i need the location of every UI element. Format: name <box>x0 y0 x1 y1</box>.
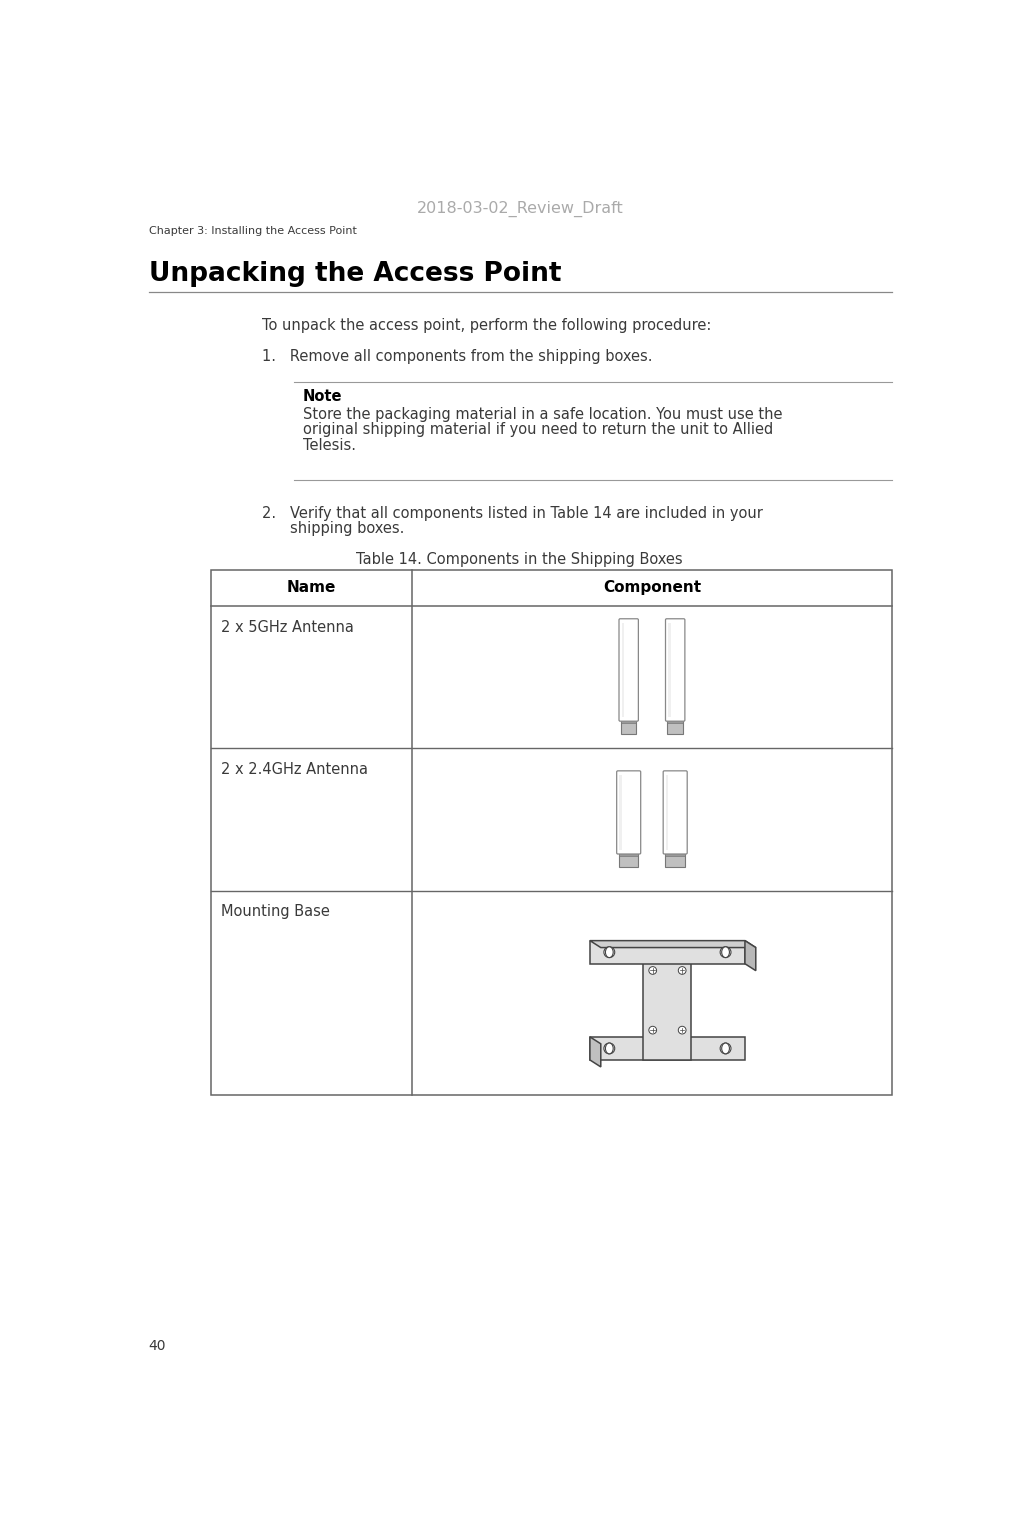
Bar <box>621 720 636 723</box>
Text: 2 x 5GHz Antenna: 2 x 5GHz Antenna <box>221 620 354 634</box>
Text: Unpacking the Access Point: Unpacking the Access Point <box>148 260 561 286</box>
Text: 2 x 2.4GHz Antenna: 2 x 2.4GHz Antenna <box>221 762 368 778</box>
Ellipse shape <box>605 946 613 957</box>
Text: Note: Note <box>302 389 342 404</box>
Ellipse shape <box>605 1043 613 1053</box>
Circle shape <box>649 966 657 974</box>
Text: Name: Name <box>286 580 336 596</box>
Circle shape <box>678 966 686 974</box>
Text: Mounting Base: Mounting Base <box>221 905 330 920</box>
Bar <box>666 853 685 867</box>
Bar <box>666 775 668 850</box>
Bar <box>621 720 636 733</box>
Bar <box>619 853 638 867</box>
Circle shape <box>720 946 731 957</box>
Text: 2018-03-02_Review_Draft: 2018-03-02_Review_Draft <box>416 201 623 217</box>
Bar <box>619 775 622 850</box>
Text: original shipping material if you need to return the unit to Allied: original shipping material if you need t… <box>302 423 773 438</box>
FancyBboxPatch shape <box>663 770 687 854</box>
Bar <box>666 853 685 856</box>
Polygon shape <box>590 940 745 963</box>
Bar <box>619 853 638 856</box>
Text: Telesis.: Telesis. <box>302 438 356 453</box>
Text: Store the packaging material in a safe location. You must use the: Store the packaging material in a safe l… <box>302 407 783 423</box>
Polygon shape <box>590 1036 601 1067</box>
Circle shape <box>678 1026 686 1033</box>
Bar <box>622 623 624 717</box>
FancyBboxPatch shape <box>619 619 638 721</box>
Text: 1.   Remove all components from the shipping boxes.: 1. Remove all components from the shippi… <box>263 349 653 364</box>
Ellipse shape <box>722 1043 730 1053</box>
Circle shape <box>604 1043 615 1053</box>
FancyBboxPatch shape <box>617 770 640 854</box>
Text: shipping boxes.: shipping boxes. <box>289 521 404 536</box>
Text: Chapter 3: Installing the Access Point: Chapter 3: Installing the Access Point <box>148 227 356 236</box>
Circle shape <box>649 1026 657 1033</box>
Circle shape <box>720 1043 731 1053</box>
Polygon shape <box>590 940 756 948</box>
Ellipse shape <box>722 946 730 957</box>
Text: Table 14. Components in the Shipping Boxes: Table 14. Components in the Shipping Box… <box>356 551 683 566</box>
Text: Component: Component <box>603 580 701 596</box>
Bar <box>210 570 892 1095</box>
Bar <box>668 623 671 717</box>
FancyBboxPatch shape <box>666 619 685 721</box>
Text: To unpack the access point, perform the following procedure:: To unpack the access point, perform the … <box>263 318 712 334</box>
Polygon shape <box>590 1036 745 1059</box>
Circle shape <box>604 946 615 957</box>
Bar <box>668 720 683 723</box>
Polygon shape <box>745 940 756 971</box>
Text: 40: 40 <box>148 1338 166 1353</box>
Bar <box>668 720 683 733</box>
Bar <box>644 940 691 1059</box>
Text: 2.   Verify that all components listed in Table 14 are included in your: 2. Verify that all components listed in … <box>263 505 763 521</box>
